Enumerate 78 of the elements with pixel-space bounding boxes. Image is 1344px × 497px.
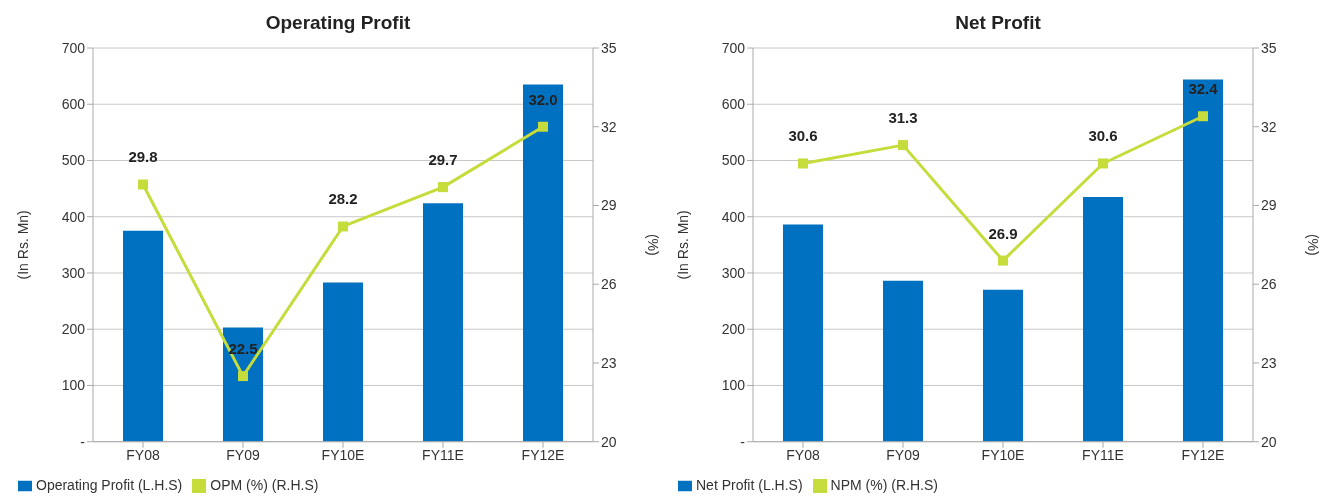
y-tick-label: 500 [721,152,746,169]
bar [983,289,1023,442]
point [538,121,548,132]
bar [783,224,823,442]
y2-tick-label: 32 [1261,118,1277,135]
data-label: 29.7 [428,151,458,169]
data-label: 28.2 [328,190,358,208]
data-label: 31.3 [888,109,918,127]
y2-tick-label: 32 [601,118,617,135]
legend-label: OPM (%) (R.H.S) [210,476,319,493]
x-tick-label: FY08 [126,446,160,463]
y-tick-label: 400 [721,208,746,225]
x-tick-label: FY08 [786,446,820,463]
chart-title: Net Profit [954,11,1042,35]
y2-tick-label: 35 [1261,39,1277,56]
data-label: 30.6 [1088,127,1118,145]
y-tick-label: 500 [61,152,86,169]
y2-tick-label: 23 [601,354,617,371]
data-label: 30.6 [788,127,818,145]
point [998,255,1008,266]
bar [523,84,563,442]
y-tick-label: 700 [721,39,746,56]
y-tick-label: - [740,433,746,450]
y-tick-label: 400 [61,208,86,225]
y2-tick-label: 29 [1261,197,1277,214]
data-label: 29.8 [128,148,158,166]
y-tick-label: 200 [61,321,86,338]
bar [223,327,263,442]
point [898,140,908,151]
y-tick-label: 300 [61,264,86,281]
y2-axis-title: (%) [1305,233,1322,256]
y2-tick-label: 20 [1261,433,1277,450]
legend-label: Operating Profit (L.H.S) [36,476,183,493]
bar [423,203,463,442]
x-tick-label: FY11E [1082,446,1124,463]
y-tick-label: 100 [721,377,746,394]
point [438,182,448,193]
y2-tick-label: 29 [601,197,617,214]
bar [323,282,363,442]
bar [1083,197,1123,442]
y-axis-title: (In Rs. Mn) [674,210,691,280]
x-tick-label: FY09 [886,446,920,463]
y-tick-label: 700 [61,39,86,56]
x-tick-label: FY09 [226,446,260,463]
y2-tick-label: 35 [601,39,617,56]
x-tick-label: FY12E [1181,446,1225,463]
point [238,371,248,382]
y2-tick-label: 23 [1261,354,1277,371]
x-tick-label: FY11E [422,446,464,463]
y-tick-label: 300 [721,264,746,281]
y-tick-label: 100 [61,377,86,394]
chart-title: Operating Profit [264,11,412,35]
bar [1183,79,1223,442]
y-tick-label: 600 [721,96,746,113]
point [138,179,148,190]
y2-tick-label: 20 [601,433,617,450]
data-label: 22.5 [228,340,258,358]
y2-axis-title: (%) [645,233,662,256]
data-label: 26.9 [988,224,1018,242]
y2-tick-label: 26 [1261,276,1277,293]
point [1198,111,1208,122]
y2-tick-label: 26 [601,276,617,293]
legend-label: NPM (%) (R.H.S) [830,476,938,493]
data-label: 32.0 [528,90,558,108]
data-label: 32.4 [1188,80,1219,98]
x-tick-label: FY10E [981,446,1025,463]
bar [123,230,163,442]
point [798,158,808,169]
legend-label: Net Profit (L.H.S) [696,476,803,493]
y-tick-label: 600 [61,96,86,113]
y-axis-title: (In Rs. Mn) [14,210,31,280]
point [338,221,348,232]
x-tick-label: FY10E [321,446,365,463]
y-tick-label: 200 [721,321,746,338]
bar [883,280,923,442]
x-tick-label: FY12E [521,446,565,463]
point [1098,158,1108,169]
y-tick-label: - [80,433,86,450]
